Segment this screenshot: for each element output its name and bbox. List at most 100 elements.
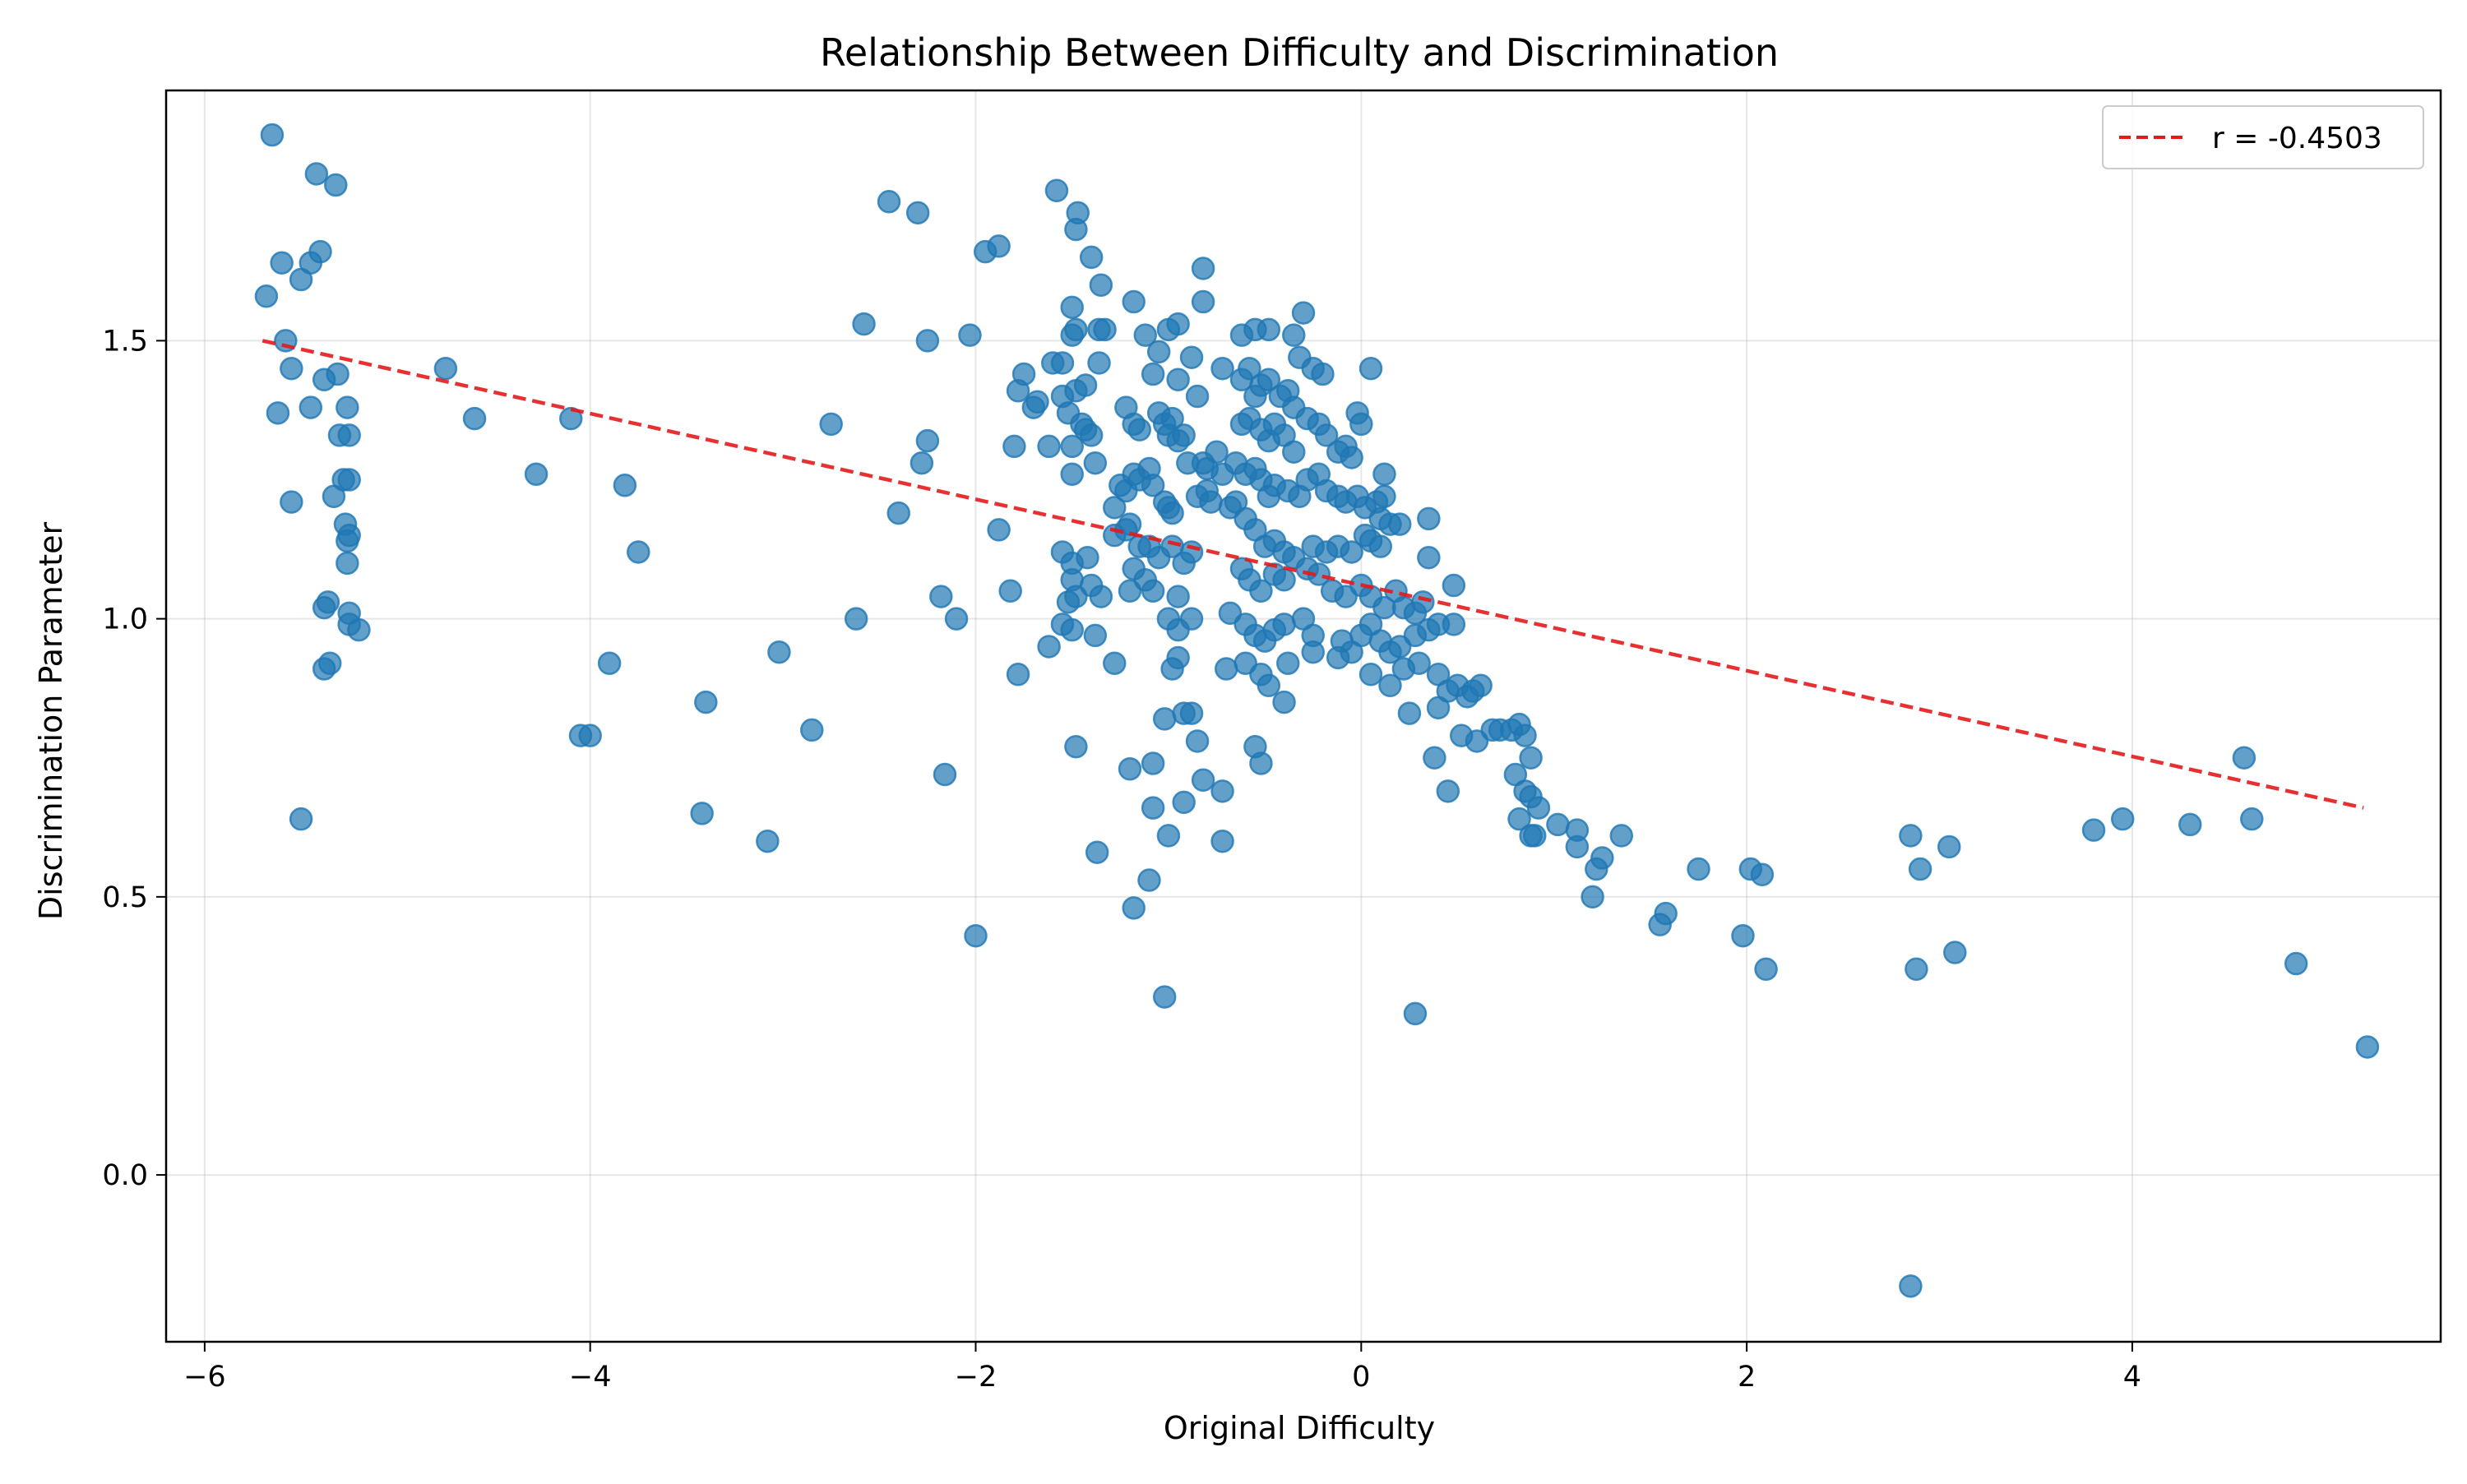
data-point <box>877 190 901 214</box>
data-point <box>1060 434 1084 459</box>
data-points <box>254 123 2380 1298</box>
data-point <box>1214 657 1238 681</box>
data-point <box>987 518 1011 542</box>
data-point <box>433 356 458 381</box>
data-point <box>289 807 313 831</box>
data-point <box>1257 673 1281 698</box>
data-point <box>1205 440 1229 464</box>
data-point <box>1166 312 1190 336</box>
data-point <box>336 395 359 419</box>
data-point <box>324 173 348 197</box>
data-point <box>910 451 934 475</box>
data-point <box>1358 663 1383 687</box>
data-point <box>578 724 602 747</box>
data-point <box>1160 501 1184 525</box>
data-point <box>524 462 548 486</box>
data-point <box>1037 635 1061 659</box>
data-point <box>280 356 303 381</box>
data-point <box>2284 951 2308 976</box>
data-point <box>756 829 780 853</box>
data-point <box>1064 217 1088 242</box>
data-point <box>462 406 487 431</box>
y-tick-label: 1.0 <box>102 603 148 636</box>
data-point <box>1064 317 1088 342</box>
data-point <box>2240 807 2264 831</box>
data-point <box>1141 751 1165 775</box>
data-point <box>289 267 313 292</box>
data-point <box>1546 812 1570 837</box>
data-point <box>1085 840 1109 864</box>
data-point <box>915 428 940 453</box>
data-point <box>1238 356 1261 381</box>
data-point <box>336 529 359 553</box>
data-point <box>1141 579 1165 603</box>
data-point <box>1750 862 1775 887</box>
data-point <box>1103 651 1127 675</box>
plot-frame <box>164 89 2442 1343</box>
data-point <box>1407 651 1431 675</box>
data-point <box>1526 796 1551 820</box>
data-point <box>1199 490 1223 514</box>
data-point <box>1417 506 1441 531</box>
data-point <box>1249 579 1273 603</box>
data-point <box>1507 807 1531 831</box>
data-point <box>1089 585 1113 608</box>
data-point <box>299 395 323 419</box>
data-point <box>905 201 930 225</box>
data-point <box>1513 724 1537 747</box>
data-point <box>1257 368 1281 392</box>
data-point <box>312 595 336 620</box>
data-point <box>1166 585 1190 608</box>
data-point <box>1076 545 1099 570</box>
data-point <box>1006 663 1030 687</box>
data-point <box>1585 857 1608 881</box>
data-point <box>1731 923 1755 948</box>
trend-line-layer <box>262 339 2364 810</box>
data-point <box>260 123 285 147</box>
data-point <box>1079 245 1104 270</box>
data-point <box>597 651 622 675</box>
data-point <box>1064 734 1088 759</box>
trend-line <box>262 339 2364 810</box>
data-point <box>1185 729 1210 753</box>
data-point <box>304 162 329 186</box>
data-point <box>613 474 637 497</box>
data-point <box>1002 434 1026 459</box>
data-point <box>1282 323 1306 347</box>
data-point <box>852 312 876 336</box>
x-tick-label: −6 <box>183 1361 226 1394</box>
data-point <box>1060 295 1084 320</box>
data-point <box>1152 707 1177 731</box>
data-point <box>1275 651 1300 675</box>
data-point <box>1093 317 1117 342</box>
data-point <box>1436 779 1460 803</box>
x-tick-label: −2 <box>955 1361 997 1394</box>
data-point <box>1141 474 1165 497</box>
data-point <box>1257 317 1281 342</box>
data-point <box>627 540 650 564</box>
legend-label: r = -0.4503 <box>2212 122 2382 155</box>
data-point <box>886 501 910 525</box>
data-point <box>1349 412 1373 437</box>
data-point <box>1137 868 1161 892</box>
data-point <box>1378 673 1402 698</box>
data-point <box>1899 824 1923 848</box>
data-point <box>1229 412 1254 437</box>
data-point <box>1372 462 1396 486</box>
data-point <box>1160 657 1184 681</box>
data-point <box>694 690 718 714</box>
data-point <box>1191 768 1215 793</box>
data-point <box>1191 257 1215 280</box>
data-point <box>337 468 361 492</box>
data-point <box>1172 790 1196 815</box>
data-point <box>1179 701 1204 725</box>
data-point <box>1050 351 1075 375</box>
data-point <box>1103 523 1127 548</box>
data-point <box>1141 362 1165 386</box>
data-point <box>280 490 303 514</box>
data-point <box>1403 1001 1428 1026</box>
data-point <box>326 362 349 386</box>
